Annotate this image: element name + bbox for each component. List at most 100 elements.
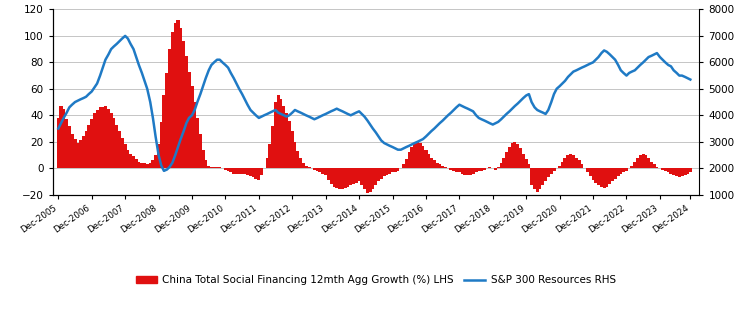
Bar — [224, 168, 227, 170]
Bar — [216, 167, 219, 168]
Bar — [611, 168, 614, 181]
Bar — [413, 143, 416, 168]
Bar — [277, 95, 280, 168]
Bar — [460, 168, 463, 174]
Bar — [76, 143, 79, 168]
Bar — [469, 168, 472, 175]
Bar — [274, 102, 277, 168]
Bar — [561, 162, 564, 168]
Bar — [478, 168, 481, 171]
Bar — [246, 168, 249, 175]
Bar — [602, 168, 605, 188]
Bar — [179, 28, 182, 168]
Bar — [535, 168, 538, 192]
Bar — [684, 168, 687, 175]
Bar — [578, 160, 581, 168]
Bar — [669, 168, 672, 174]
Bar — [494, 168, 497, 170]
Bar — [581, 164, 584, 168]
Bar — [129, 154, 132, 168]
Bar — [190, 86, 193, 168]
Bar — [344, 168, 347, 188]
Bar — [530, 168, 533, 185]
Bar — [463, 168, 466, 175]
Bar — [346, 168, 349, 187]
Bar — [452, 168, 455, 171]
Bar — [126, 150, 129, 168]
Bar — [162, 95, 165, 168]
Bar — [617, 168, 620, 176]
Bar — [475, 168, 478, 172]
Bar — [647, 158, 650, 168]
Bar — [586, 168, 589, 172]
Bar — [238, 168, 241, 174]
Bar — [74, 139, 77, 168]
Bar — [141, 163, 144, 168]
Bar — [502, 158, 505, 168]
Bar — [625, 168, 628, 171]
Bar — [244, 168, 247, 174]
Bar — [327, 168, 330, 180]
Bar — [120, 138, 123, 168]
Bar — [678, 168, 681, 177]
Bar — [517, 144, 520, 168]
Bar — [385, 168, 388, 175]
Bar — [438, 164, 441, 168]
Bar — [511, 143, 514, 168]
Bar — [65, 119, 68, 168]
Bar — [208, 165, 211, 168]
Bar — [653, 164, 656, 168]
Bar — [235, 168, 238, 174]
Bar — [592, 168, 595, 180]
Bar — [689, 168, 692, 172]
Bar — [538, 168, 541, 189]
Bar — [636, 158, 639, 168]
Bar — [661, 168, 664, 170]
Bar — [291, 131, 294, 168]
Bar — [308, 167, 311, 168]
Bar — [363, 168, 366, 189]
Bar — [104, 106, 107, 168]
Bar — [620, 168, 623, 174]
Bar — [355, 168, 358, 183]
Bar — [480, 168, 483, 171]
Bar — [159, 122, 162, 168]
Bar — [352, 168, 355, 184]
Bar — [324, 168, 327, 175]
Bar — [402, 164, 405, 168]
Bar — [87, 125, 90, 168]
Bar — [638, 155, 641, 168]
Bar — [335, 168, 338, 188]
Bar — [151, 160, 154, 168]
Bar — [589, 168, 592, 176]
Bar — [218, 167, 221, 168]
Bar — [566, 155, 569, 168]
Bar — [466, 168, 469, 175]
Bar — [252, 168, 255, 177]
Bar — [96, 110, 99, 168]
Bar — [93, 113, 96, 168]
Bar — [249, 168, 252, 176]
Bar — [533, 168, 536, 189]
Bar — [62, 109, 65, 168]
Bar — [547, 168, 550, 177]
Bar — [391, 168, 394, 172]
Bar — [408, 152, 411, 168]
Bar — [450, 168, 453, 170]
Bar — [177, 20, 180, 168]
Bar — [608, 168, 611, 184]
Bar — [268, 144, 271, 168]
Bar — [358, 168, 361, 181]
Bar — [472, 168, 475, 174]
Bar — [283, 106, 286, 168]
Bar — [371, 168, 374, 189]
Bar — [605, 168, 608, 187]
Bar — [265, 158, 268, 168]
Bar — [154, 155, 157, 168]
Bar — [112, 118, 115, 168]
Bar — [374, 168, 378, 185]
Bar — [349, 168, 352, 185]
Bar — [319, 168, 322, 172]
Bar — [232, 168, 235, 174]
Bar — [514, 142, 517, 168]
